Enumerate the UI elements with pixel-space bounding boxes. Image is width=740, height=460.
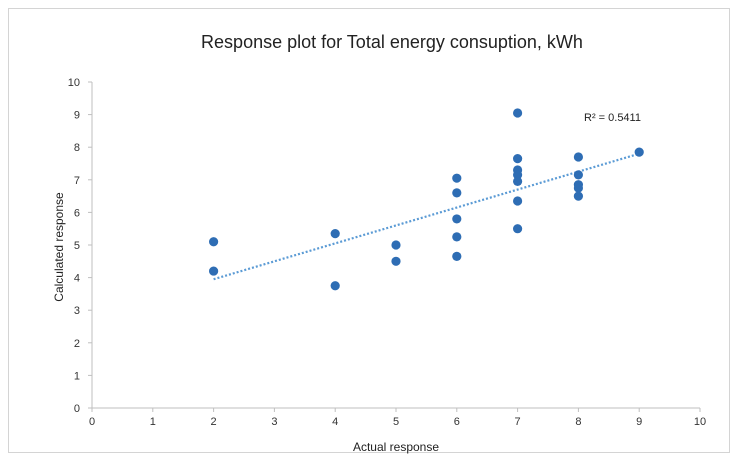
chart-title: Response plot for Total energy consuptio… (201, 32, 583, 52)
y-tick-label: 3 (74, 305, 80, 317)
x-tick-label: 10 (694, 416, 706, 428)
data-point (513, 176, 523, 187)
data-point (209, 266, 219, 276)
x-tick-label: 9 (636, 416, 642, 428)
x-tick-label: 7 (515, 416, 521, 428)
x-tick-label: 2 (211, 416, 217, 428)
y-tick-label: 5 (74, 240, 80, 252)
data-point (573, 170, 584, 180)
data-point (634, 147, 644, 157)
x-tick-label: 0 (89, 416, 95, 428)
data-point (391, 256, 401, 266)
x-tick-label: 4 (332, 416, 338, 428)
data-point (452, 232, 462, 242)
data-point (452, 214, 462, 224)
data-point (391, 240, 401, 250)
y-tick-label: 8 (74, 142, 80, 154)
data-point (452, 251, 462, 262)
y-tick-label: 1 (74, 370, 80, 382)
data-point (513, 196, 523, 206)
data-point (513, 108, 523, 118)
y-tick-label: 2 (74, 338, 80, 350)
y-tick-label: 4 (74, 273, 80, 285)
r-squared-label: R² = 0.5411 (584, 112, 641, 124)
chart-frame (8, 8, 730, 453)
data-point (330, 281, 340, 291)
x-tick-label: 3 (271, 416, 277, 428)
axes: 0 1 2 3 4 5 6 7 8 9 10 0 1 2 3 4 5 6 7 8 9 10 (68, 77, 706, 428)
data-point (452, 188, 462, 198)
y-tick-label: 0 (74, 403, 80, 415)
x-tick-label: 5 (393, 416, 399, 428)
data-points (209, 108, 644, 291)
y-tick-label: 6 (74, 207, 80, 219)
x-tick-label: 8 (575, 416, 581, 428)
data-point (573, 191, 584, 201)
data-point (513, 224, 523, 234)
data-point (209, 237, 219, 247)
x-axis-label: Actual response (353, 440, 439, 454)
data-point (513, 154, 523, 164)
data-point (452, 173, 462, 183)
y-axis-label: Calculated response (52, 192, 66, 302)
y-tick-label: 10 (68, 77, 80, 89)
data-point (573, 183, 584, 193)
x-tick-label: 6 (454, 416, 460, 428)
y-tick-label: 7 (74, 175, 80, 187)
y-tick-label: 9 (74, 110, 80, 122)
data-point (513, 170, 523, 180)
x-tick-label: 1 (150, 416, 156, 428)
data-point (573, 152, 584, 162)
data-point (330, 228, 340, 239)
trendline-line (213, 152, 640, 281)
trendline (213, 152, 640, 281)
